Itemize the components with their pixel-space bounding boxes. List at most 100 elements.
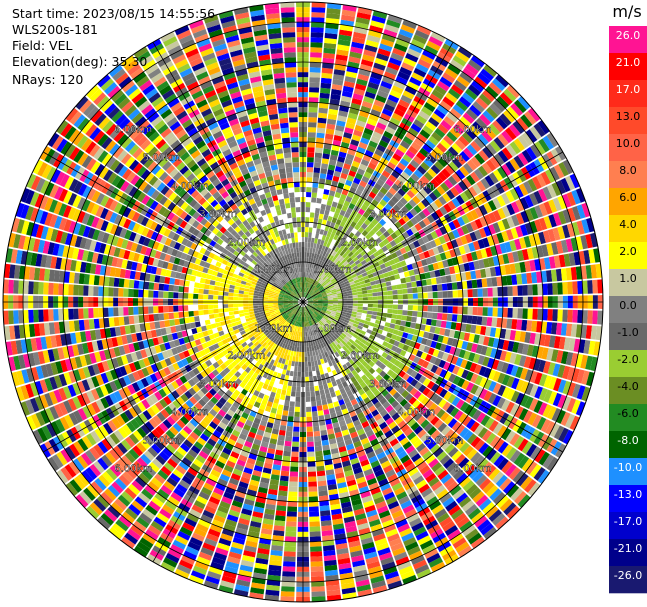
velocity-cell bbox=[325, 265, 331, 271]
velocity-cell bbox=[388, 259, 396, 266]
velocity-cell bbox=[322, 57, 335, 64]
velocity-cell bbox=[452, 488, 465, 500]
velocity-cell bbox=[336, 187, 343, 194]
velocity-cell bbox=[483, 390, 493, 402]
velocity-cell bbox=[402, 154, 413, 163]
velocity-cell bbox=[377, 349, 384, 356]
velocity-cell bbox=[289, 471, 298, 477]
velocity-cell bbox=[361, 222, 368, 230]
velocity-cell bbox=[317, 218, 323, 225]
velocity-cell bbox=[339, 250, 346, 257]
velocity-cell bbox=[394, 229, 402, 237]
velocity-cell bbox=[381, 267, 388, 274]
velocity-cell bbox=[492, 120, 504, 133]
velocity-cell bbox=[355, 285, 362, 289]
velocity-cell bbox=[371, 67, 385, 76]
velocity-cell bbox=[348, 202, 356, 210]
velocity-cell bbox=[316, 292, 321, 296]
velocity-cell bbox=[510, 365, 519, 377]
velocity-cell bbox=[456, 281, 463, 290]
velocity-cell bbox=[531, 272, 538, 284]
velocity-cell bbox=[531, 320, 538, 332]
velocity-cell bbox=[277, 434, 285, 441]
velocity-cell bbox=[399, 325, 405, 332]
velocity-cell bbox=[459, 427, 470, 438]
velocity-cell bbox=[374, 244, 382, 251]
velocity-cell bbox=[520, 368, 529, 380]
velocity-cell bbox=[441, 352, 449, 361]
velocity-cell bbox=[488, 172, 499, 184]
velocity-cell bbox=[444, 415, 454, 425]
velocity-cell bbox=[518, 237, 527, 249]
velocity-cell bbox=[485, 85, 499, 99]
velocity-cell bbox=[472, 409, 482, 421]
velocity-cell bbox=[529, 464, 542, 478]
velocity-cell bbox=[307, 152, 315, 158]
velocity-cell bbox=[318, 278, 323, 283]
velocity-cell bbox=[370, 72, 383, 81]
velocity-cell bbox=[441, 283, 448, 291]
velocity-cell bbox=[497, 457, 509, 471]
velocity-cell bbox=[322, 317, 327, 322]
velocity-cell bbox=[418, 375, 427, 384]
velocity-cell bbox=[306, 282, 309, 288]
velocity-cell bbox=[319, 250, 324, 256]
velocity-cell bbox=[306, 426, 313, 432]
velocity-cell bbox=[515, 212, 525, 225]
velocity-cell bbox=[384, 203, 393, 212]
velocity-cell bbox=[306, 257, 309, 263]
velocity-cell bbox=[351, 325, 358, 331]
velocity-cell bbox=[543, 201, 553, 215]
velocity-cell bbox=[497, 207, 506, 220]
velocity-cell bbox=[492, 371, 501, 382]
velocity-cell bbox=[437, 335, 444, 343]
velocity-cell bbox=[526, 247, 534, 260]
velocity-cell bbox=[332, 297, 338, 300]
velocity-cell bbox=[407, 48, 421, 58]
velocity-cell bbox=[346, 153, 355, 161]
velocity-cell bbox=[435, 276, 442, 284]
velocity-cell bbox=[286, 516, 297, 522]
velocity-cell bbox=[404, 393, 413, 402]
velocity-cell bbox=[560, 268, 568, 281]
velocity-cell bbox=[309, 252, 312, 258]
velocity-cell bbox=[445, 92, 458, 104]
velocity-cell bbox=[397, 267, 404, 274]
velocity-cell bbox=[321, 292, 327, 296]
velocity-cell bbox=[290, 396, 296, 402]
velocity-cell bbox=[324, 225, 330, 232]
velocity-cell bbox=[354, 21, 369, 30]
velocity-cell bbox=[341, 311, 347, 315]
velocity-cell bbox=[461, 132, 473, 144]
velocity-cell bbox=[305, 287, 308, 293]
velocity-cell bbox=[308, 272, 312, 278]
velocity-cell bbox=[359, 381, 367, 389]
velocity-cell bbox=[466, 159, 478, 171]
velocity-cell bbox=[368, 374, 375, 382]
velocity-cell bbox=[386, 227, 394, 235]
velocity-cell bbox=[434, 357, 442, 367]
velocity-cell bbox=[576, 385, 586, 400]
velocity-cell bbox=[378, 241, 386, 248]
velocity-cell bbox=[486, 448, 497, 461]
velocity-cell bbox=[305, 336, 309, 342]
velocity-cell bbox=[452, 157, 463, 169]
velocity-cell bbox=[314, 360, 318, 366]
velocity-cell bbox=[529, 259, 536, 272]
velocity-cell bbox=[295, 401, 301, 407]
velocity-cell bbox=[310, 278, 314, 284]
velocity-cell bbox=[406, 367, 414, 376]
velocity-cell bbox=[434, 85, 447, 96]
velocity-cell bbox=[461, 225, 470, 235]
velocity-cell bbox=[359, 215, 367, 223]
velocity-cell bbox=[330, 262, 336, 268]
velocity-cell bbox=[427, 285, 433, 292]
velocity-cell bbox=[450, 322, 457, 330]
velocity-cell bbox=[526, 320, 533, 332]
velocity-cell bbox=[468, 407, 478, 418]
velocity-cell bbox=[307, 142, 316, 148]
velocity-cell bbox=[376, 203, 384, 211]
velocity-cell bbox=[585, 355, 593, 370]
velocity-cell bbox=[386, 19, 401, 29]
velocity-cell bbox=[364, 332, 371, 338]
